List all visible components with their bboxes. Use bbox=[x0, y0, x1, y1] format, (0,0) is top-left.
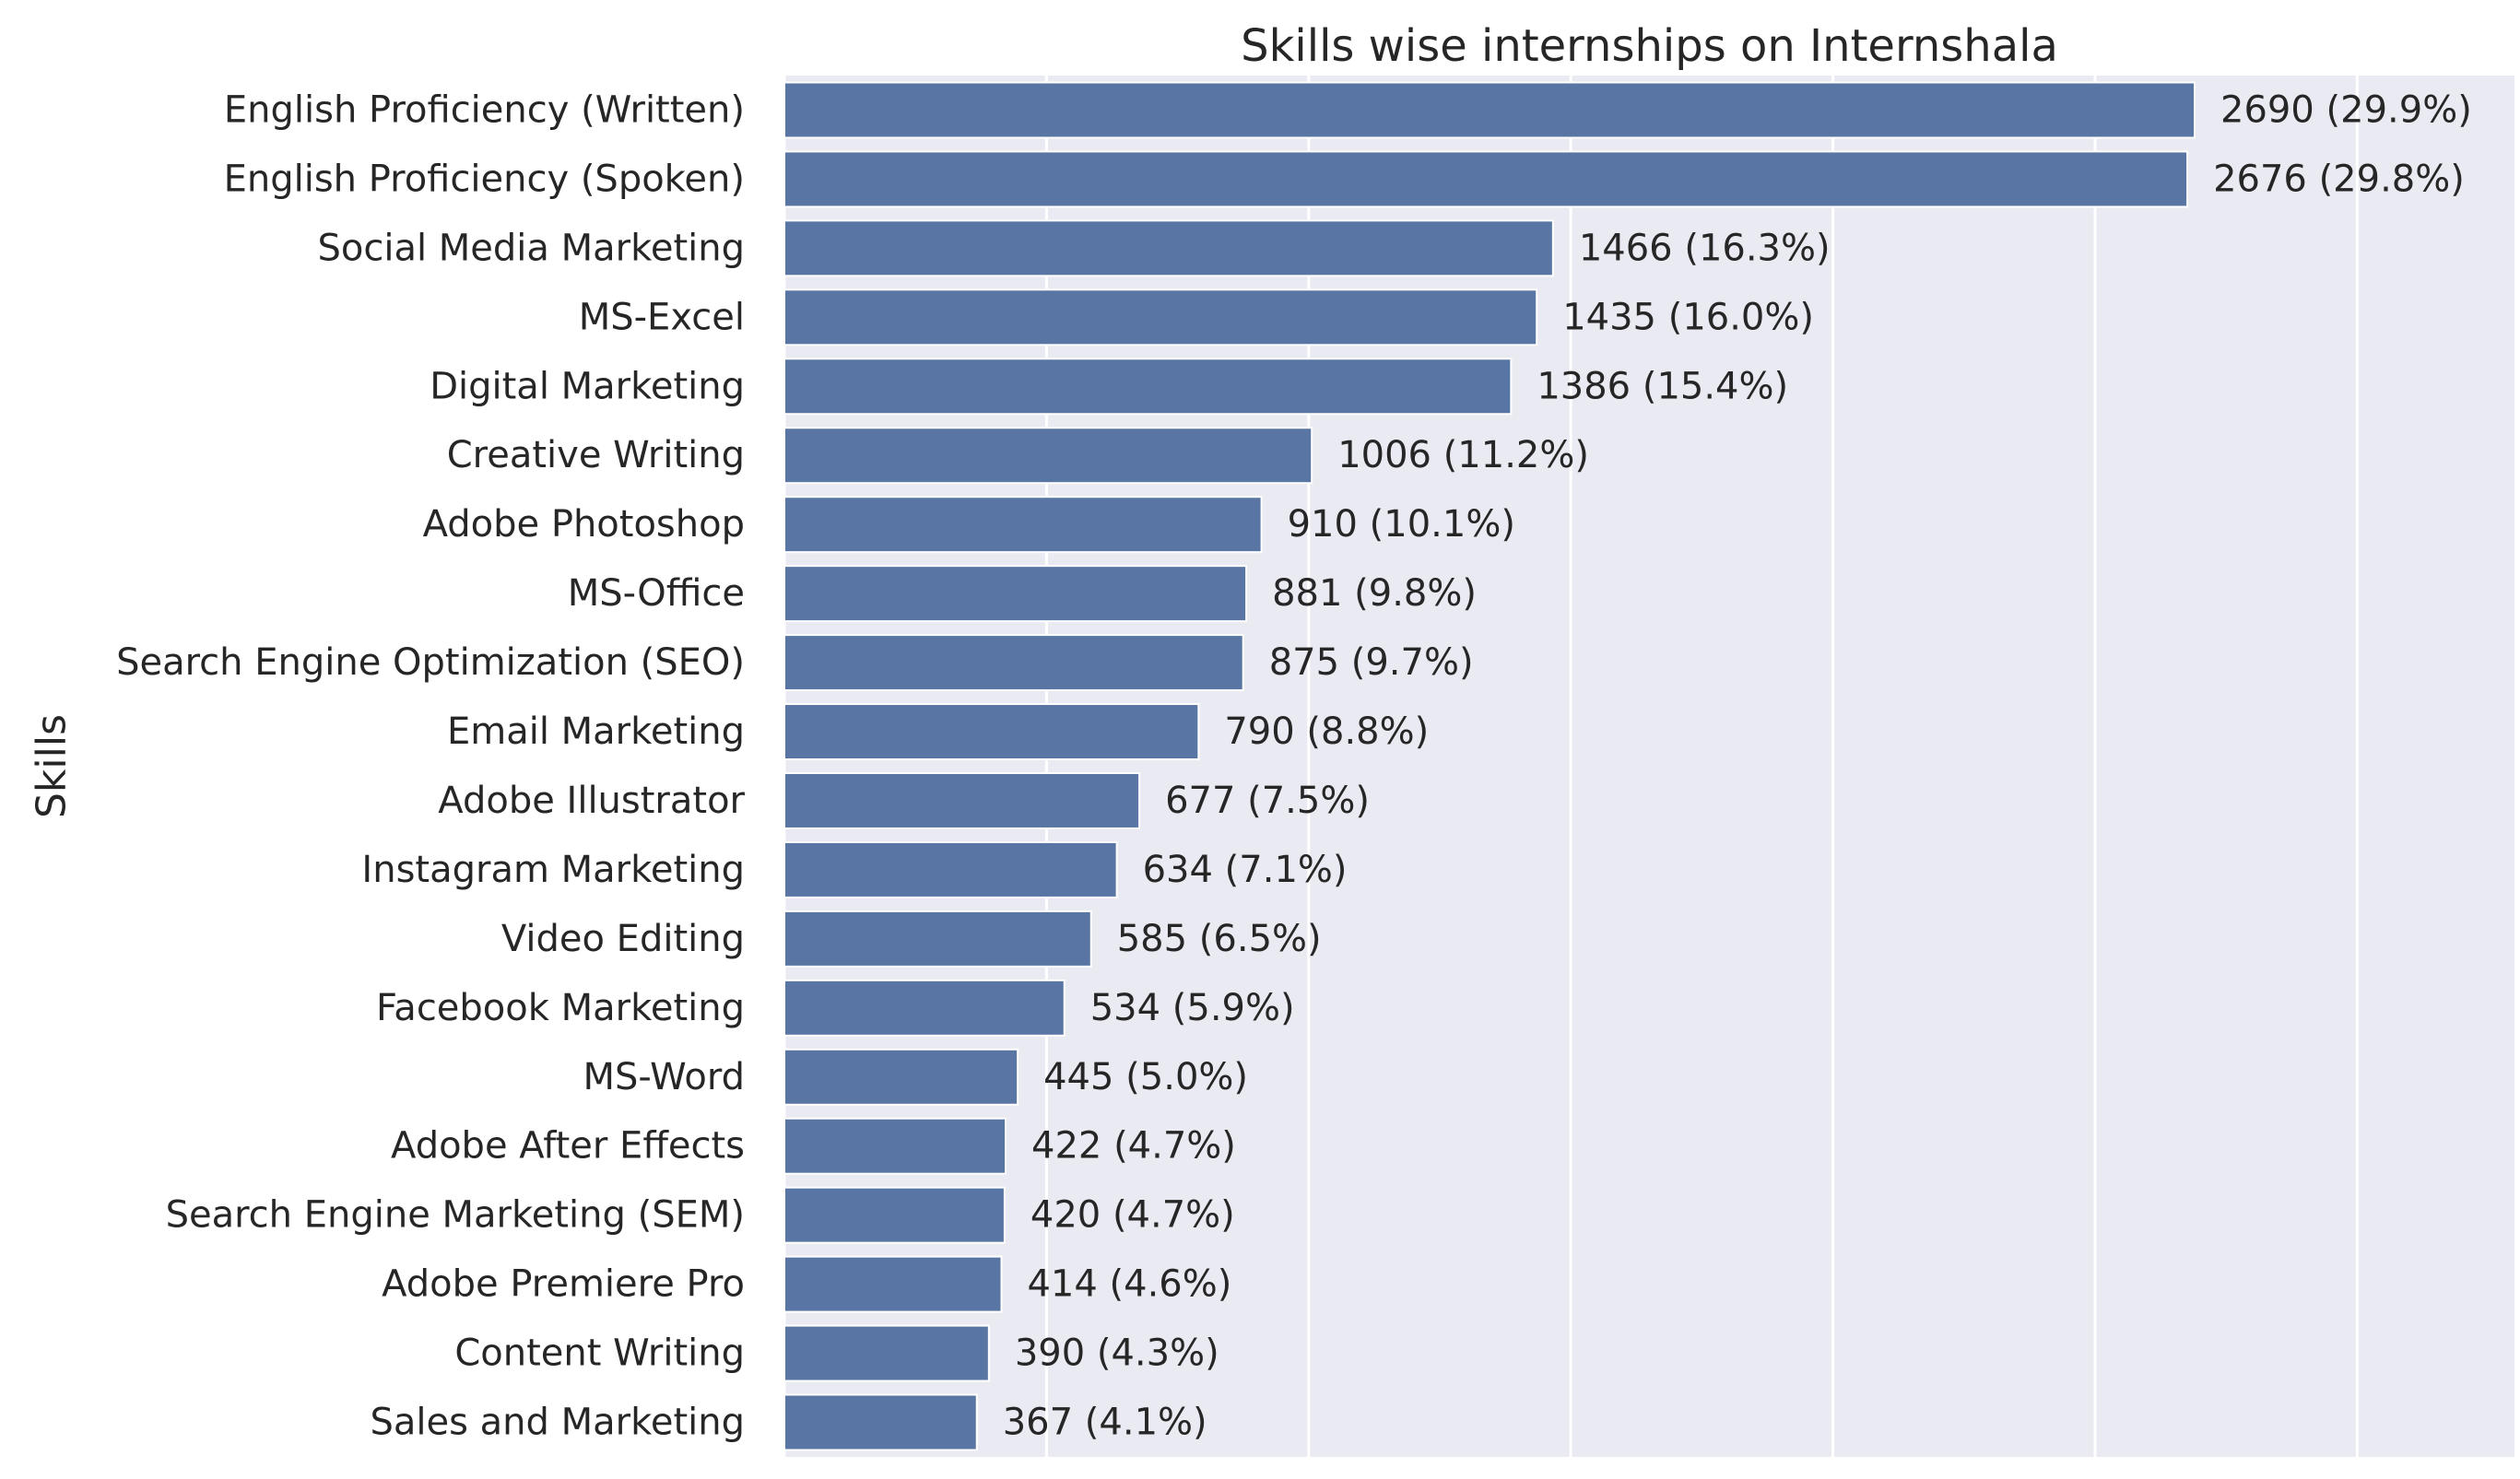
bar bbox=[783, 910, 1092, 968]
bar-value-label: 790 (8.8%) bbox=[1224, 710, 1429, 753]
bar-value-label: 445 (5.0%) bbox=[1043, 1056, 1248, 1098]
bar bbox=[783, 150, 2189, 208]
y-tick-label: Email Marketing bbox=[447, 710, 745, 753]
bar bbox=[783, 1117, 1007, 1175]
bar bbox=[783, 1324, 990, 1382]
y-tick-label: English Proficiency (Spoken) bbox=[224, 158, 745, 200]
bar-value-label: 1006 (11.2%) bbox=[1337, 434, 1589, 476]
bar bbox=[783, 634, 1244, 692]
bar-value-label: 1386 (15.4%) bbox=[1537, 365, 1788, 407]
bar-value-label: 910 (10.1%) bbox=[1288, 503, 1515, 546]
bar-value-label: 414 (4.6%) bbox=[1027, 1263, 1231, 1306]
bar-value-label: 390 (4.3%) bbox=[1015, 1332, 1219, 1375]
bar-value-label: 634 (7.1%) bbox=[1143, 849, 1348, 891]
y-tick-label: Social Media Marketing bbox=[317, 227, 745, 269]
y-tick-label: MS-Word bbox=[583, 1056, 745, 1098]
bar bbox=[783, 1048, 1019, 1106]
bar-value-label: 422 (4.7%) bbox=[1031, 1125, 1236, 1168]
y-tick-label: Video Editing bbox=[501, 918, 745, 960]
y-tick-label: Adobe After Effects bbox=[391, 1125, 745, 1168]
bar-value-label: 420 (4.7%) bbox=[1030, 1194, 1235, 1237]
bar bbox=[783, 771, 1141, 829]
bar-value-label: 677 (7.5%) bbox=[1165, 780, 1370, 822]
y-tick-label: Sales and Marketing bbox=[370, 1402, 745, 1444]
bar-value-label: 1466 (16.3%) bbox=[1579, 227, 1831, 269]
bar-value-label: 875 (9.7%) bbox=[1269, 641, 1474, 684]
bar-value-label: 585 (6.5%) bbox=[1117, 918, 1322, 960]
bar bbox=[783, 1186, 1006, 1244]
y-tick-label: Search Engine Marketing (SEM) bbox=[166, 1194, 745, 1237]
bar-value-label: 1435 (16.0%) bbox=[1562, 296, 1814, 338]
bar bbox=[783, 427, 1313, 485]
y-tick-label: English Proficiency (Written) bbox=[224, 88, 745, 131]
y-tick-label: Adobe Premiere Pro bbox=[382, 1263, 745, 1306]
bar-value-label: 881 (9.8%) bbox=[1272, 572, 1477, 615]
bar bbox=[783, 1393, 978, 1451]
bar-value-label: 534 (5.9%) bbox=[1090, 987, 1295, 1029]
bar bbox=[783, 1255, 1003, 1313]
y-tick-label: Instagram Marketing bbox=[361, 849, 745, 891]
y-axis-label: Skills bbox=[29, 714, 76, 818]
y-tick-label: Adobe Photoshop bbox=[423, 503, 745, 546]
y-tick-label: Creative Writing bbox=[447, 434, 745, 476]
bar bbox=[783, 703, 1200, 761]
bar bbox=[783, 565, 1248, 623]
bar bbox=[783, 81, 2196, 139]
bar bbox=[783, 219, 1554, 277]
y-tick-label: Adobe Illustrator bbox=[438, 780, 745, 822]
bar bbox=[783, 358, 1513, 416]
bars bbox=[783, 81, 2196, 1451]
bar bbox=[783, 496, 1263, 554]
y-tick-label: MS-Excel bbox=[579, 296, 745, 338]
y-tick-label: Content Writing bbox=[454, 1332, 745, 1375]
bar bbox=[783, 979, 1066, 1037]
bar-labels: 2690 (29.9%) 2676 (29.8%) 1466 (16.3%) 1435… bbox=[1003, 88, 2472, 1443]
bar bbox=[783, 840, 1118, 898]
bar-value-label: 2690 (29.9%) bbox=[2220, 88, 2472, 131]
y-tick-label: MS-Office bbox=[568, 572, 745, 615]
bar bbox=[783, 288, 1538, 346]
y-tick-labels: English Proficiency (Written) English Pro… bbox=[116, 88, 745, 1443]
plot-area bbox=[784, 76, 2514, 1457]
y-tick-label: Search Engine Optimization (SEO) bbox=[116, 641, 745, 684]
y-tick-label: Digital Marketing bbox=[430, 365, 745, 407]
y-tick-label: Facebook Marketing bbox=[376, 987, 745, 1029]
bar-value-label: 2676 (29.8%) bbox=[2213, 158, 2465, 200]
bar-value-label: 367 (4.1%) bbox=[1003, 1402, 1207, 1444]
chart-title: Skills wise internships on Internshala bbox=[1241, 20, 2058, 72]
